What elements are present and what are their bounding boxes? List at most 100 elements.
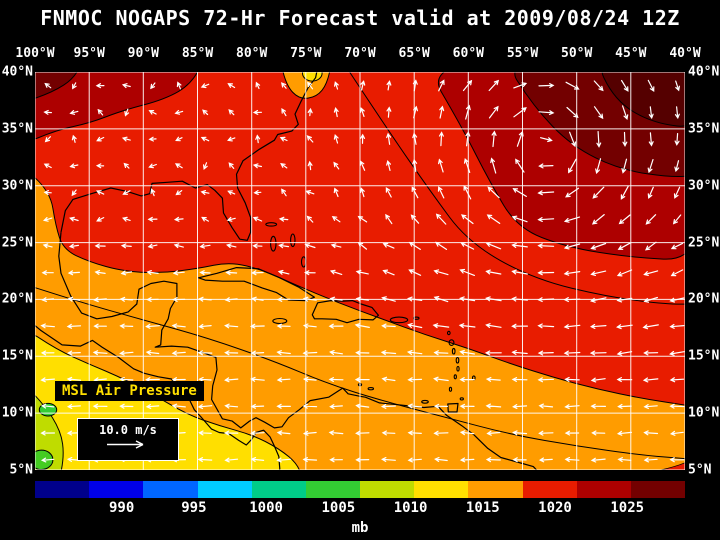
wind-vector bbox=[485, 269, 502, 275]
wind-vector bbox=[616, 377, 633, 383]
coastline-mexico-central-america-south-america bbox=[58, 232, 538, 470]
wind-vector bbox=[673, 186, 681, 199]
wind-vector bbox=[40, 430, 55, 436]
wind-vector bbox=[462, 79, 473, 92]
wind-vector bbox=[173, 216, 184, 222]
wind-vector bbox=[41, 270, 54, 276]
wind-vector bbox=[433, 430, 449, 436]
wind-vector bbox=[515, 158, 525, 173]
wind-vector bbox=[407, 457, 422, 463]
wind-vector bbox=[512, 457, 527, 463]
colorbar-tick-label: 990 bbox=[109, 500, 135, 516]
field-label: MSL Air Pressure bbox=[55, 381, 204, 401]
wind-vector bbox=[40, 323, 55, 329]
wind-vector bbox=[669, 350, 685, 356]
wind-vector bbox=[278, 243, 290, 249]
wind-vector bbox=[670, 242, 684, 250]
wind-vector bbox=[381, 376, 396, 382]
wind-vector bbox=[97, 108, 104, 116]
lat-tick-label-left: 25°N bbox=[1, 235, 33, 251]
wind-vector bbox=[175, 190, 183, 196]
wind-vector bbox=[174, 109, 184, 115]
wind-vector bbox=[486, 430, 501, 436]
wind-vector bbox=[643, 430, 659, 436]
wind-vector bbox=[96, 136, 105, 142]
wind-vector bbox=[197, 457, 213, 463]
colorbar-segment bbox=[468, 481, 523, 498]
wind-vector bbox=[197, 350, 213, 356]
wind-vector bbox=[92, 403, 108, 409]
wind-vector bbox=[410, 214, 420, 224]
wind-vector bbox=[433, 296, 449, 303]
wind-vector bbox=[537, 270, 555, 276]
wind-vector bbox=[565, 81, 580, 90]
wind-vector bbox=[276, 377, 291, 383]
wind-arrow-layer bbox=[40, 79, 685, 463]
wind-vector bbox=[333, 161, 340, 170]
island-eleuthera bbox=[290, 233, 296, 248]
wind-vector bbox=[119, 296, 133, 302]
wind-vector bbox=[334, 81, 339, 90]
wind-vector bbox=[148, 110, 157, 115]
wind-vector bbox=[645, 214, 657, 225]
island-st-vincent bbox=[453, 374, 457, 380]
wind-vector bbox=[438, 131, 444, 147]
wind-vector bbox=[669, 297, 685, 303]
wind-vector bbox=[617, 403, 632, 409]
wind-vector bbox=[433, 403, 448, 409]
wind-vector bbox=[198, 296, 212, 302]
wind-vector bbox=[252, 216, 263, 222]
wind-vector bbox=[647, 79, 655, 93]
wind-vector bbox=[95, 83, 105, 89]
coastline-hispaniola bbox=[311, 300, 379, 324]
wind-vector bbox=[622, 131, 628, 147]
wind-vector bbox=[329, 457, 343, 463]
lat-tick-label-left: 5°N bbox=[9, 462, 33, 478]
wind-vector bbox=[459, 430, 475, 436]
wind-vector bbox=[176, 81, 182, 90]
wind-vector bbox=[250, 376, 265, 382]
wind-vector bbox=[355, 457, 370, 463]
wind-vector bbox=[675, 80, 680, 92]
wind-vector bbox=[669, 323, 685, 329]
wind-vector bbox=[255, 81, 261, 90]
wind-vector bbox=[433, 376, 449, 382]
wind-vector bbox=[463, 158, 471, 173]
pressure-region-maroon-nw-corner bbox=[35, 72, 78, 99]
wind-vector bbox=[407, 323, 423, 329]
wind-vector bbox=[147, 216, 158, 222]
wind-vector bbox=[249, 323, 265, 329]
wind-vector bbox=[307, 81, 314, 90]
wind-vector bbox=[66, 323, 82, 329]
wind-vector bbox=[648, 106, 654, 120]
wind-vector bbox=[569, 131, 577, 148]
wind-vector bbox=[354, 323, 370, 328]
wind-vector bbox=[40, 457, 55, 463]
wind-vector bbox=[224, 457, 239, 463]
wind-vector bbox=[224, 377, 239, 383]
wind-vector bbox=[199, 243, 211, 249]
wind-vector bbox=[359, 107, 365, 117]
wind-vector bbox=[437, 186, 445, 199]
wind-vector bbox=[538, 457, 553, 463]
wind-vector bbox=[413, 105, 418, 119]
wind-vector bbox=[564, 430, 580, 436]
wind-vector bbox=[250, 403, 265, 409]
island-puerto-rico bbox=[389, 316, 409, 324]
wind-vector bbox=[438, 79, 445, 92]
lon-tick-label: 90°W bbox=[127, 46, 159, 61]
wind-vector bbox=[360, 133, 366, 144]
lon-tick-label: 40°W bbox=[669, 46, 701, 61]
wind-vector bbox=[329, 404, 343, 409]
wind-vector bbox=[148, 136, 157, 142]
wind-vector bbox=[150, 82, 156, 90]
wind-vector bbox=[511, 350, 528, 355]
wind-vector bbox=[276, 403, 291, 409]
island-grenada bbox=[448, 386, 453, 392]
wind-vector bbox=[302, 296, 317, 302]
wind-vector bbox=[484, 350, 502, 356]
chart-title: FNMOC NOGAPS 72-Hr Forecast valid at 200… bbox=[40, 6, 680, 30]
wind-vector bbox=[537, 243, 555, 249]
wind-vector bbox=[124, 108, 130, 117]
wind-vector bbox=[360, 187, 365, 198]
